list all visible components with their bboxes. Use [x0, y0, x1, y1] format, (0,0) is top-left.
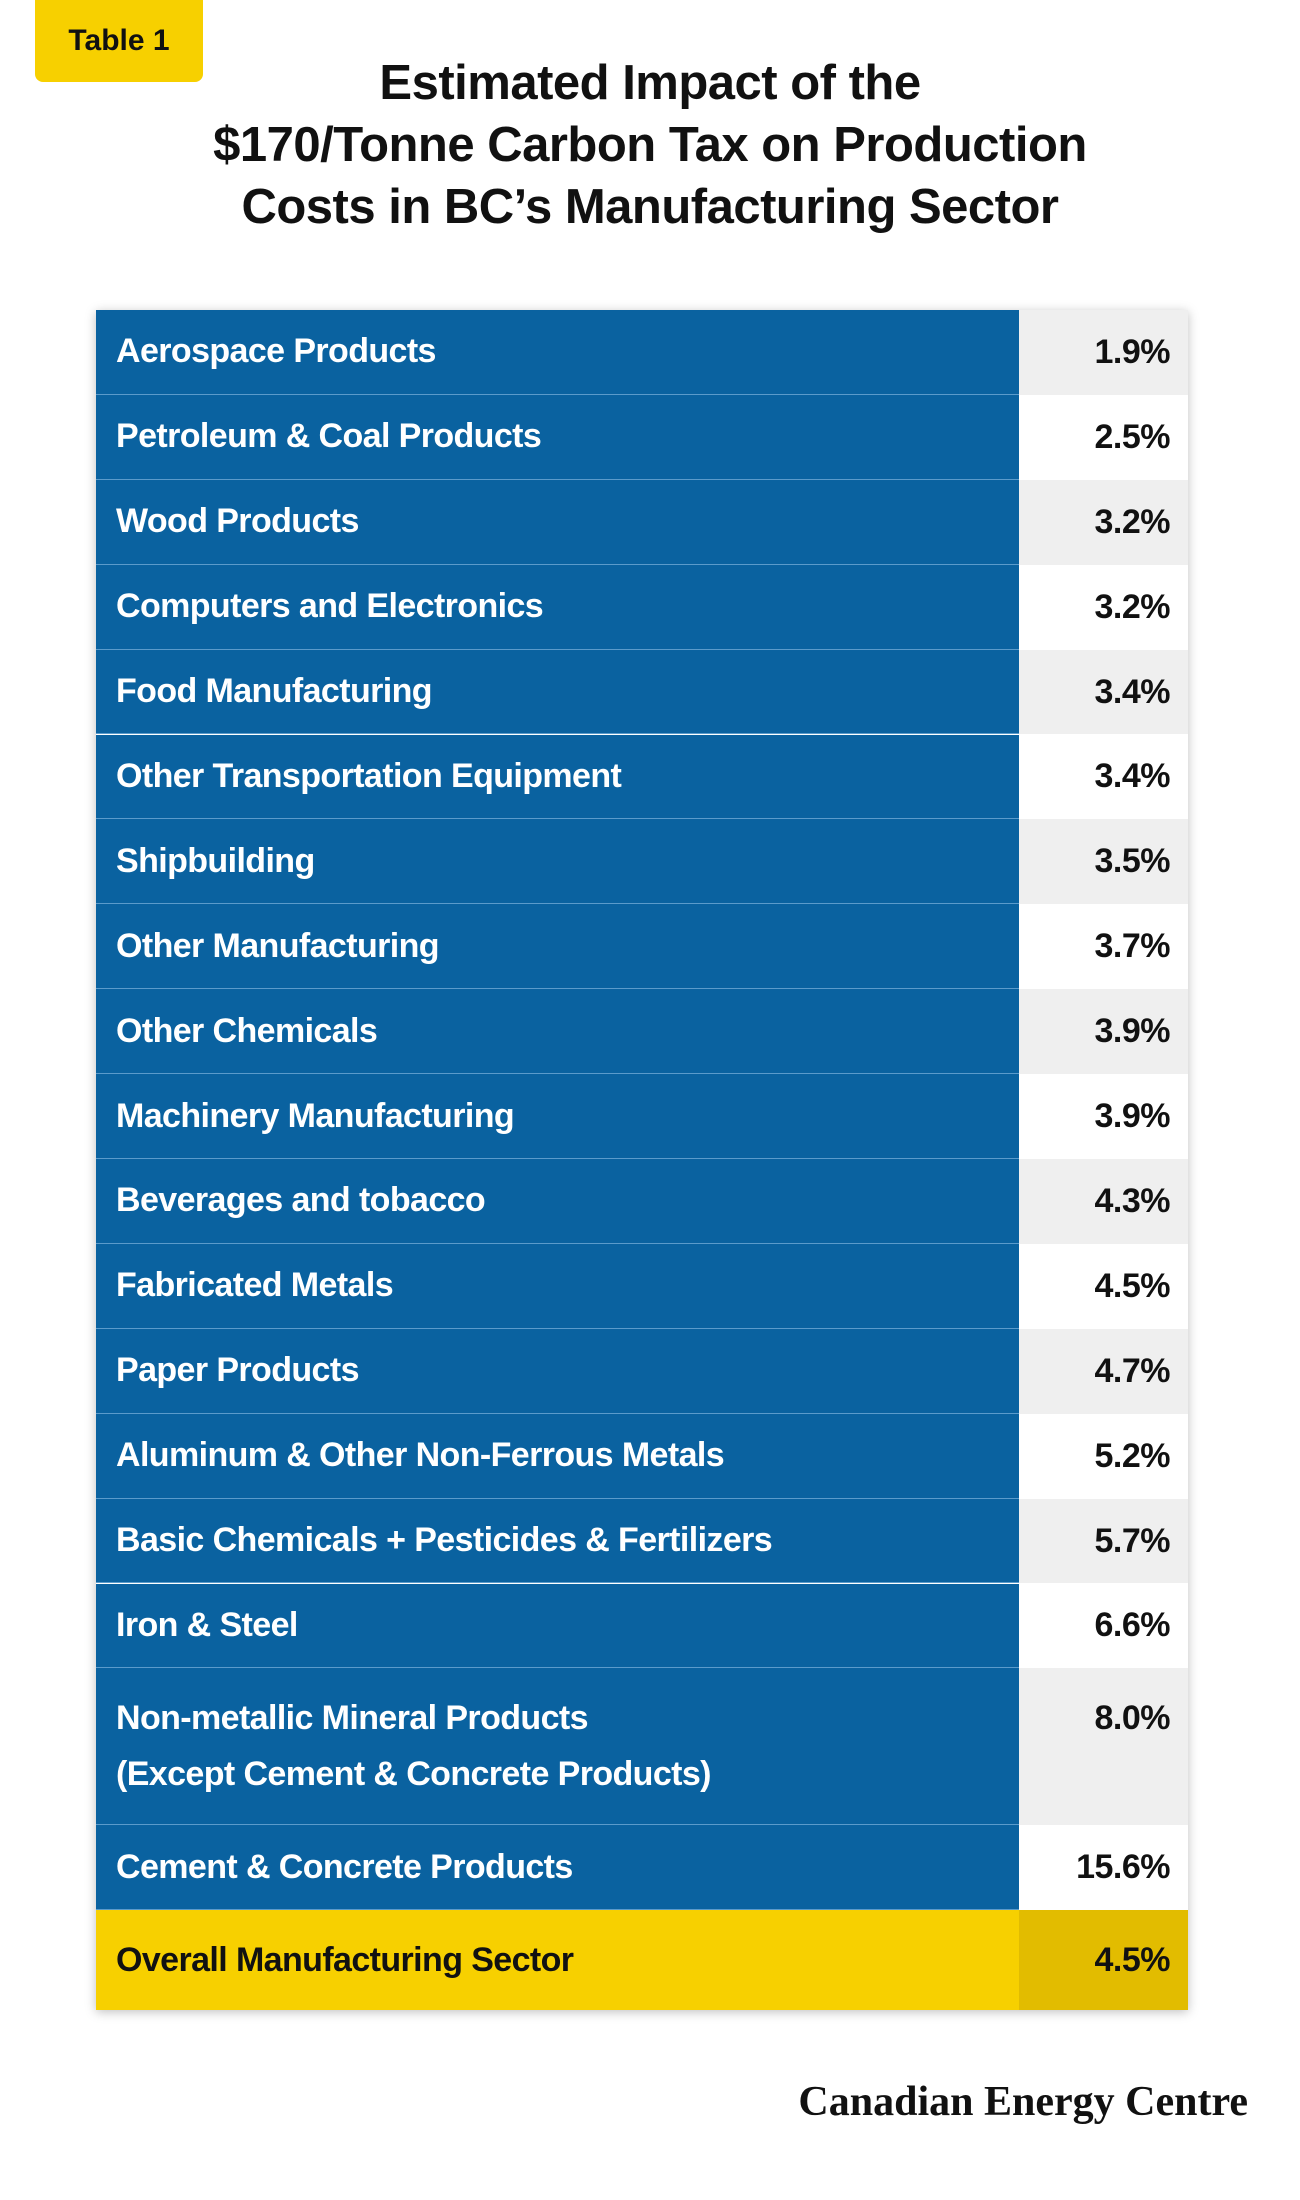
table-row: Other Manufacturing 3.7% — [96, 904, 1188, 990]
impact-value: 3.9% — [1019, 1074, 1188, 1159]
page-title: Estimated Impact of the $170/Tonne Carbo… — [150, 52, 1150, 238]
sector-label: Machinery Manufacturing — [96, 1074, 1019, 1159]
impact-value: 3.9% — [1019, 989, 1188, 1075]
sector-label: Beverages and tobacco — [96, 1159, 1019, 1244]
table-row: Paper Products 4.7% — [96, 1328, 1188, 1414]
total-label: Overall Manufacturing Sector — [96, 1910, 1019, 2011]
table-row: Food Manufacturing 3.4% — [96, 649, 1188, 735]
table-row: Other Transportation Equipment 3.4% — [96, 734, 1188, 820]
sector-label: Other Transportation Equipment — [96, 734, 1019, 820]
impact-value: 4.5% — [1019, 1243, 1188, 1329]
impact-value: 3.2% — [1019, 479, 1188, 565]
impact-value: 3.4% — [1019, 734, 1188, 820]
total-value: 4.5% — [1019, 1910, 1188, 2011]
impact-value: 5.7% — [1019, 1498, 1188, 1584]
impact-table: Aerospace Products 1.9% Petroleum & Coal P… — [96, 310, 1188, 2011]
sector-label: Petroleum & Coal Products — [96, 394, 1019, 480]
table-row: Non-metallic Mineral Products (Except Cem… — [96, 1668, 1188, 1826]
sector-label: Wood Products — [96, 479, 1019, 565]
sector-label: Food Manufacturing — [96, 649, 1019, 735]
sector-label: Basic Chemicals + Pesticides & Fertilize… — [96, 1498, 1019, 1584]
table-row: Basic Chemicals + Pesticides & Fertilize… — [96, 1498, 1188, 1584]
sector-label: Iron & Steel — [96, 1583, 1019, 1669]
sector-label: Cement & Concrete Products — [96, 1825, 1019, 1911]
table-row: Wood Products 3.2% — [96, 479, 1188, 565]
sector-label: Aluminum & Other Non-Ferrous Metals — [96, 1413, 1019, 1499]
table-row: Other Chemicals 3.9% — [96, 989, 1188, 1075]
table-row: Aerospace Products 1.9% — [96, 310, 1188, 395]
impact-value: 1.9% — [1019, 310, 1188, 395]
table-row: Computers and Electronics 3.2% — [96, 564, 1188, 650]
table-row: Iron & Steel 6.6% — [96, 1583, 1188, 1669]
sector-label: Other Manufacturing — [96, 904, 1019, 990]
sector-label: Paper Products — [96, 1328, 1019, 1414]
impact-value: 3.5% — [1019, 819, 1188, 905]
impact-value: 4.7% — [1019, 1328, 1188, 1414]
table-badge: Table 1 — [35, 0, 203, 82]
impact-value: 8.0% — [1019, 1668, 1188, 1826]
sector-label-line: Non-metallic Mineral Products — [116, 1699, 589, 1738]
table-row: Petroleum & Coal Products 2.5% — [96, 394, 1188, 480]
sector-label-line: (Except Cement & Concrete Products) — [116, 1755, 712, 1794]
impact-value: 6.6% — [1019, 1583, 1188, 1669]
impact-value: 3.4% — [1019, 649, 1188, 735]
sector-label: Aerospace Products — [96, 310, 1019, 395]
sector-label: Computers and Electronics — [96, 564, 1019, 650]
table-row: Cement & Concrete Products 15.6% — [96, 1825, 1188, 1911]
sector-label: Other Chemicals — [96, 989, 1019, 1075]
total-row: Overall Manufacturing Sector 4.5% — [96, 1910, 1188, 2011]
impact-value: 5.2% — [1019, 1413, 1188, 1499]
table-row: Aluminum & Other Non-Ferrous Metals 5.2% — [96, 1413, 1188, 1499]
impact-value: 3.7% — [1019, 904, 1188, 990]
table-row: Beverages and tobacco 4.3% — [96, 1159, 1188, 1244]
footer-brand: Canadian Energy Centre — [798, 2079, 1248, 2125]
title-line: Estimated Impact of the — [379, 56, 921, 110]
title-line: Costs in BC’s Manufacturing Sector — [241, 180, 1059, 234]
impact-value: 2.5% — [1019, 394, 1188, 480]
title-line: $170/Tonne Carbon Tax on Production — [213, 118, 1087, 172]
impact-value: 3.2% — [1019, 564, 1188, 650]
table-row: Machinery Manufacturing 3.9% — [96, 1074, 1188, 1159]
impact-value: 4.3% — [1019, 1159, 1188, 1244]
sector-label: Non-metallic Mineral Products (Except Cem… — [96, 1668, 1019, 1826]
sector-label: Fabricated Metals — [96, 1243, 1019, 1329]
impact-value: 15.6% — [1019, 1825, 1188, 1911]
table-row: Fabricated Metals 4.5% — [96, 1243, 1188, 1329]
table-row: Shipbuilding 3.5% — [96, 819, 1188, 905]
sector-label: Shipbuilding — [96, 819, 1019, 905]
